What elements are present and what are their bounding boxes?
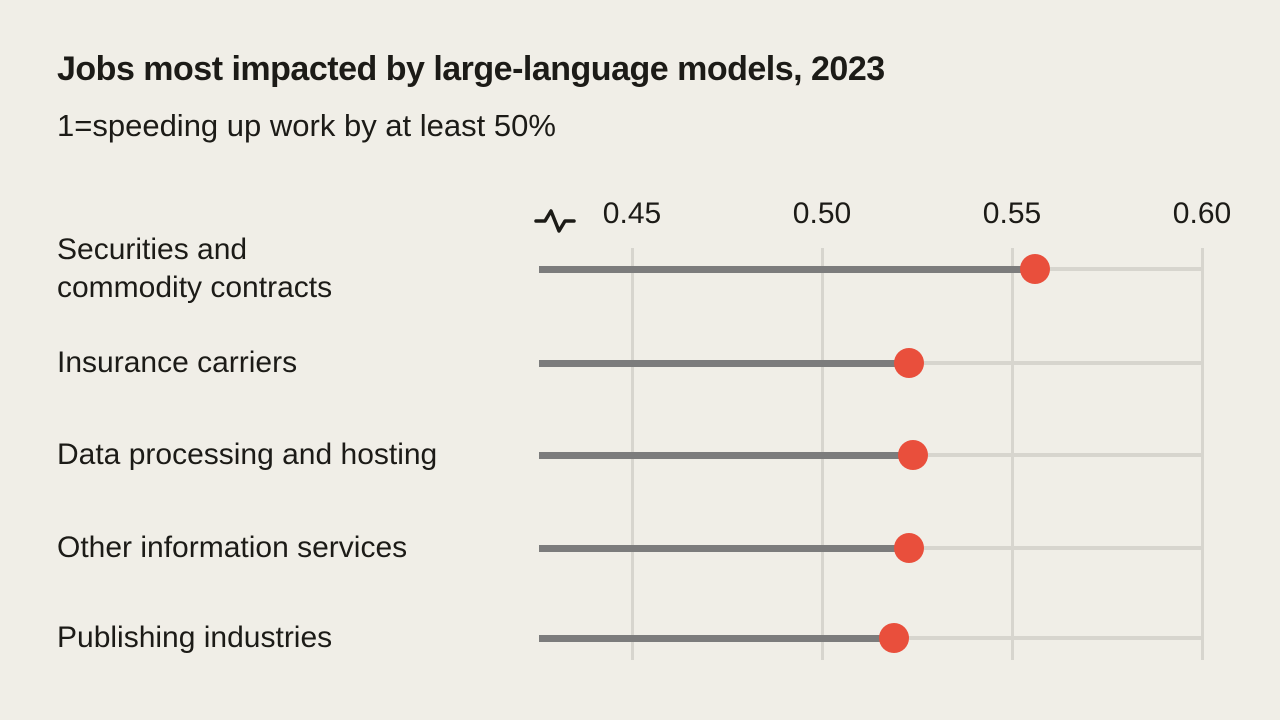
value-line [539, 359, 910, 367]
axis-break-icon [534, 209, 576, 233]
value-line [539, 451, 914, 459]
x-tick-label: 0.60 [1172, 197, 1232, 230]
data-point-dot [894, 348, 925, 378]
value-line [539, 265, 1035, 273]
gridline [1200, 248, 1204, 660]
x-tick-label: 0.55 [982, 197, 1042, 230]
category-label: Publishing industries [57, 621, 333, 654]
category-label: Securities and commodity contracts [57, 233, 333, 304]
data-point-dot [894, 533, 925, 563]
x-tick-label: 0.45 [602, 197, 662, 230]
data-point-dot [1019, 254, 1050, 284]
category-label: Data processing and hosting [57, 438, 438, 471]
category-label: Other information services [57, 531, 408, 564]
x-tick-label: 0.50 [792, 197, 852, 230]
chart-subtitle: 1=speeding up work by at least 50% [57, 108, 556, 143]
value-line [539, 634, 895, 642]
category-label: Insurance carriers [57, 346, 298, 379]
data-point-dot [879, 623, 910, 653]
chart-title: Jobs most impacted by large-language mod… [57, 50, 885, 88]
data-point-dot [898, 440, 929, 470]
value-line [539, 544, 910, 552]
